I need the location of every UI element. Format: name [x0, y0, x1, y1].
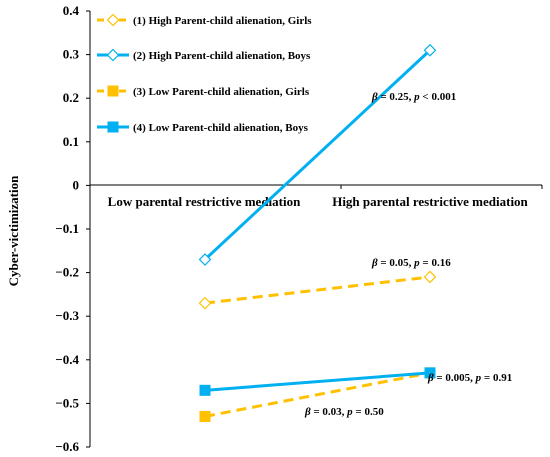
category-label: Low parental restrictive mediation [108, 194, 301, 209]
annotation-pvalue: = 0.16 [420, 257, 452, 269]
annotation: β = 0.05, p = 0.16 [371, 257, 451, 269]
series-line [204, 371, 431, 418]
series-2 [198, 43, 437, 266]
annotation: β = 0.005, p = 0.91 [427, 372, 512, 384]
annotation-beta: β [304, 406, 311, 418]
legend-label: (2) High Parent-child alienation, Boys [133, 50, 311, 62]
legend-item: (4) Low Parent-child alienation, Boys [97, 121, 309, 134]
marker-diamond [106, 13, 120, 27]
annotation-beta: β [371, 257, 378, 269]
marker-square [107, 121, 119, 133]
legend-label: (1) High Parent-child alienation, Girls [133, 15, 312, 27]
y-tick-label: 0.1 [63, 134, 79, 149]
legend-label: (3) Low Parent-child alienation, Girls [133, 86, 310, 98]
annotation-value: = 0.005, [434, 372, 476, 384]
y-tick-label: −0.1 [55, 221, 79, 236]
annotation-beta: β [427, 372, 434, 384]
annotation-pvalue: = 0.50 [353, 406, 385, 418]
y-tick-label: 0.3 [63, 47, 80, 62]
marker-diamond [198, 253, 212, 266]
annotation-p: p [413, 91, 420, 103]
annotation-p: p [475, 372, 482, 384]
y-tick-label: 0.2 [63, 90, 79, 105]
y-axis-label: Cyber-victimization [6, 175, 21, 286]
marker-diamond [423, 270, 437, 284]
marker-diamond [423, 43, 437, 57]
annotation: β = 0.25, p < 0.001 [371, 91, 456, 103]
y-tick-label: −0.5 [55, 395, 79, 410]
marker-square [107, 85, 119, 97]
series-4 [199, 367, 436, 396]
annotation-value: = 0.05, [378, 257, 415, 269]
y-tick-label: −0.4 [55, 352, 79, 367]
annotation-p: p [413, 257, 420, 269]
marker-square [424, 367, 436, 379]
y-tick-label: 0.4 [63, 3, 80, 18]
marker-square [199, 410, 211, 422]
annotation-value: = 0.03, [311, 406, 348, 418]
category-label: High parental restrictive mediation [332, 194, 528, 209]
legend-item: (3) Low Parent-child alienation, Girls [97, 85, 310, 98]
series-line [203, 49, 432, 261]
marker-square [199, 384, 211, 396]
annotation-pvalue: < 0.001 [420, 91, 457, 103]
marker-diamond [198, 296, 212, 310]
annotation-pvalue: = 0.91 [481, 372, 512, 384]
annotation-value: = 0.25, [378, 91, 415, 103]
series-line [204, 371, 431, 392]
series-1 [198, 270, 437, 310]
legend-item: (2) High Parent-child alienation, Boys [97, 48, 311, 62]
annotation-beta: β [371, 91, 378, 103]
marker-diamond [106, 48, 120, 62]
y-tick-label: −0.2 [55, 265, 79, 280]
legend-label: (4) Low Parent-child alienation, Boys [133, 122, 309, 134]
annotation: β = 0.03, p = 0.50 [304, 406, 384, 418]
y-tick-label: −0.6 [55, 439, 79, 454]
series-line [204, 275, 431, 305]
annotation-p: p [346, 406, 353, 418]
legend-item: (1) High Parent-child alienation, Girls [97, 13, 312, 27]
y-tick-label: −0.3 [55, 308, 79, 323]
y-tick-label: 0 [73, 177, 80, 192]
